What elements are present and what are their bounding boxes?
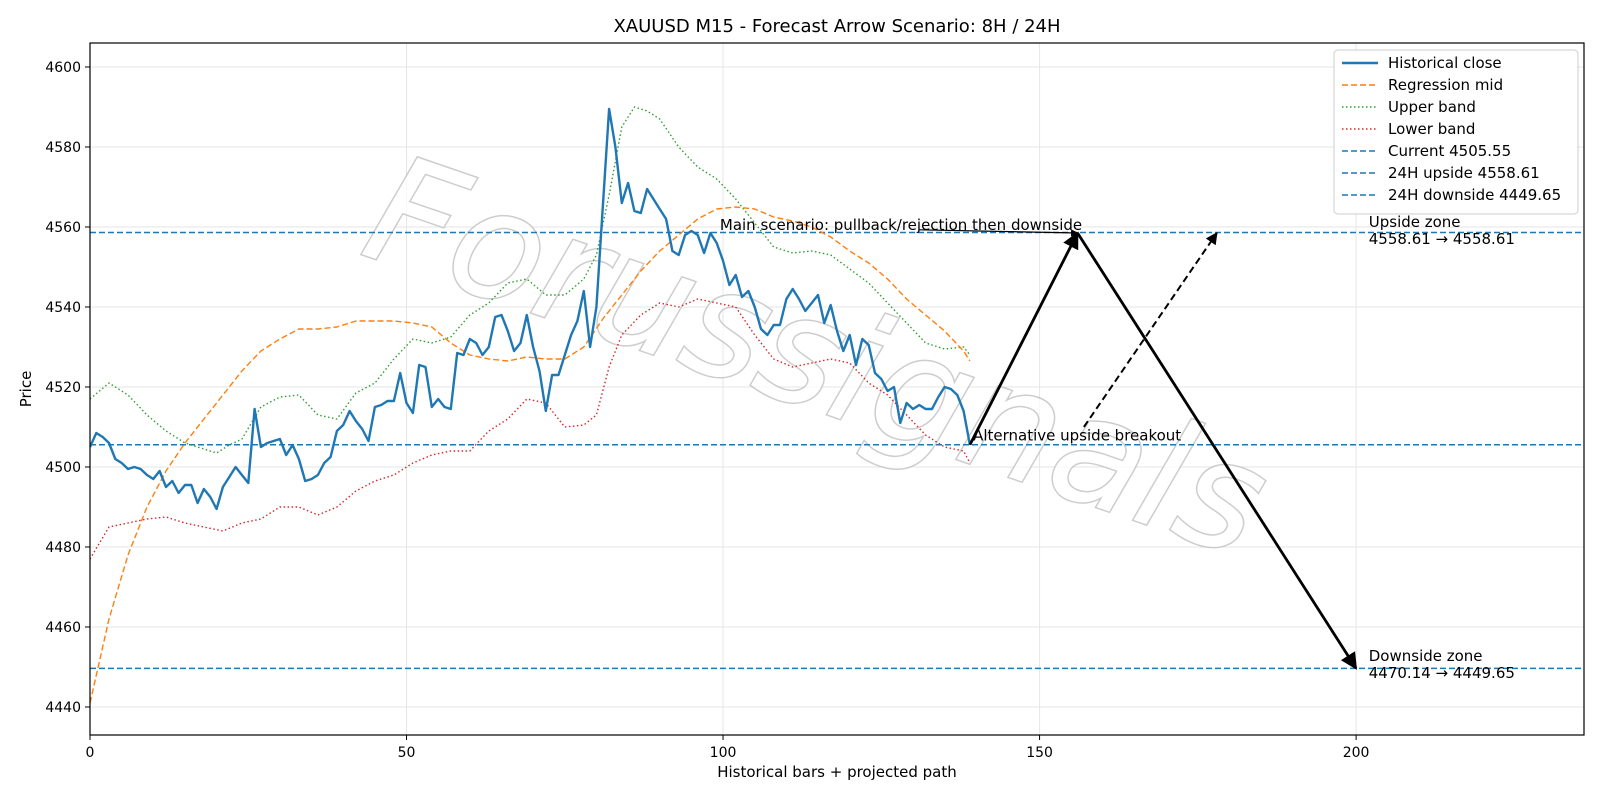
x-axis-label: Historical bars + projected path — [717, 763, 957, 781]
y-tick-label: 4440 — [45, 700, 81, 716]
y-axis-ticks: 4440 4460 4480 4500 4520 4540 4560 4580 4600 — [45, 60, 90, 716]
x-tick-label: 0 — [86, 745, 95, 761]
arrow-main-label-pointer — [919, 229, 1079, 237]
legend-entry-label: Historical close — [1388, 54, 1502, 72]
y-tick-label: 4500 — [45, 460, 81, 476]
annotations: Main scenario: pullback/rejection then d… — [720, 213, 1515, 682]
legend-box — [1333, 49, 1579, 215]
y-tick-label: 4560 — [45, 220, 81, 236]
legend-entry-label: Current 4505.55 — [1388, 142, 1511, 160]
series-line — [90, 206, 971, 704]
scenario-arrows — [919, 229, 1358, 670]
annotation-downside-title: Downside zone — [1369, 647, 1483, 665]
y-tick-label: 4480 — [45, 540, 81, 556]
x-tick-label: 100 — [710, 745, 737, 761]
x-axis-ticks: 0 50 100 150 200 — [86, 735, 1370, 761]
legend: Historical close Regression mid Upper band… — [1333, 49, 1579, 215]
watermark: Forussignals — [345, 121, 1289, 593]
annotation-upside-title: Upside zone — [1369, 213, 1461, 231]
arrow-alt-up — [1083, 232, 1218, 428]
series-lines — [90, 106, 972, 704]
y-tick-label: 4540 — [45, 300, 81, 316]
annotation-downside-range: 4470.14 → 4449.65 — [1369, 664, 1515, 682]
chart-title: XAUUSD M15 - Forecast Arrow Scenario: 8H… — [613, 16, 1060, 37]
arrow-main-down — [1076, 232, 1358, 670]
y-tick-label: 4580 — [45, 140, 81, 156]
series-line — [90, 107, 972, 511]
annotation-main: Main scenario: pullback/rejection then d… — [720, 216, 1082, 234]
legend-entry-label: Lower band — [1388, 120, 1475, 138]
watermark-text: Forussignals — [346, 122, 1287, 591]
y-axis-label: Price — [17, 371, 35, 408]
reference-lines — [90, 231, 1584, 670]
series-line — [90, 298, 971, 560]
annotation-upside-range: 4558.61 → 4558.61 — [1369, 230, 1515, 248]
x-tick-label: 50 — [398, 745, 416, 761]
arrow-main-up — [968, 231, 1079, 446]
legend-entry-label: Upper band — [1388, 98, 1476, 116]
legend-entry-label: 24H upside 4558.61 — [1388, 164, 1540, 182]
x-tick-label: 150 — [1026, 745, 1053, 761]
legend-entry-label: 24H downside 4449.65 — [1388, 186, 1561, 204]
plot-frame — [89, 42, 1585, 736]
y-tick-label: 4600 — [45, 60, 81, 76]
y-tick-label: 4460 — [45, 620, 81, 636]
annotation-alt: Alternative upside breakout — [973, 427, 1181, 445]
legend-entry-label: Regression mid — [1388, 76, 1503, 94]
y-tick-label: 4520 — [45, 380, 81, 396]
x-tick-label: 200 — [1343, 745, 1370, 761]
